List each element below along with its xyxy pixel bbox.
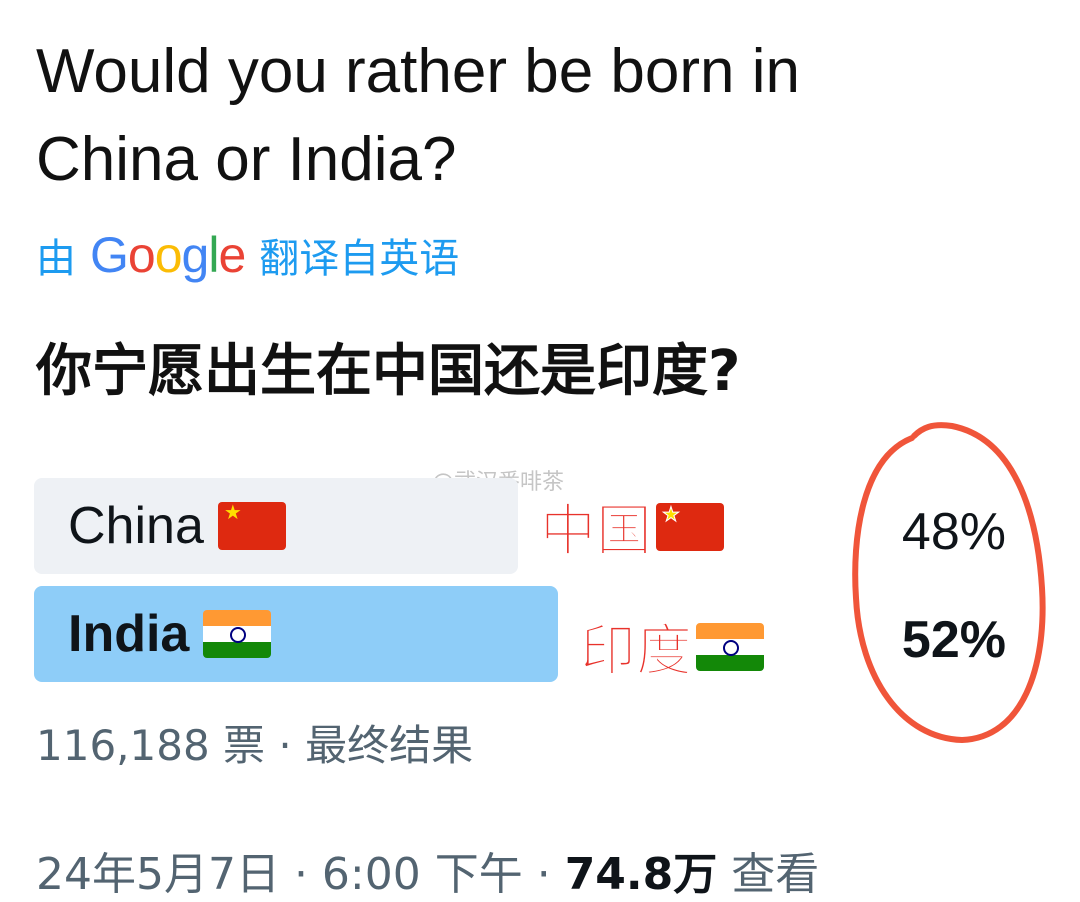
annotation-text: 印度	[580, 619, 693, 685]
views-label: 查看	[717, 849, 820, 900]
poll-status: 最终结果	[305, 721, 474, 770]
timestamp-link[interactable]: 24年5月7日 · 6:00 下午 ·	[36, 849, 565, 900]
translation-prefix: 由	[36, 236, 76, 282]
translation-attribution[interactable]: 由 Google 翻译自英语	[36, 226, 459, 284]
red-circle-annotation	[852, 422, 1046, 744]
poll-meta: 116,188 票 · 最终结果	[36, 712, 473, 773]
vote-count: 116,188 票	[36, 721, 266, 770]
poll-bar-india	[34, 586, 558, 682]
annotation-text: 中国	[540, 499, 653, 565]
separator: ·	[278, 721, 292, 770]
percent-china: 48%	[901, 503, 1006, 561]
china-flag-icon	[656, 502, 724, 551]
india-flag-icon	[696, 622, 764, 671]
india-flag-icon	[203, 610, 272, 658]
annotation-india: 印度	[580, 606, 764, 687]
option-label: China	[68, 497, 204, 555]
tweet-text-translated: 你宁愿出生在中国还是印度?	[36, 339, 741, 404]
tweet-timestamp: 24年5月7日 · 6:00 下午 · 74.8万 查看	[36, 838, 819, 902]
google-logo: Google	[90, 227, 246, 283]
question-line-1: Would you rather be born in	[36, 37, 800, 106]
tweet-text-english: Would you rather be born in China or Ind…	[36, 28, 800, 204]
translation-suffix: 翻译自英语	[259, 236, 460, 282]
poll-option-india: India	[68, 604, 272, 664]
annotation-china: 中国	[540, 486, 724, 567]
poll-option-china: China	[68, 496, 286, 556]
question-line-2: China or India?	[36, 125, 457, 194]
china-flag-icon	[217, 502, 286, 550]
option-label: India	[68, 605, 190, 663]
view-count: 74.8万	[564, 849, 718, 900]
percent-india: 52%	[901, 611, 1006, 669]
